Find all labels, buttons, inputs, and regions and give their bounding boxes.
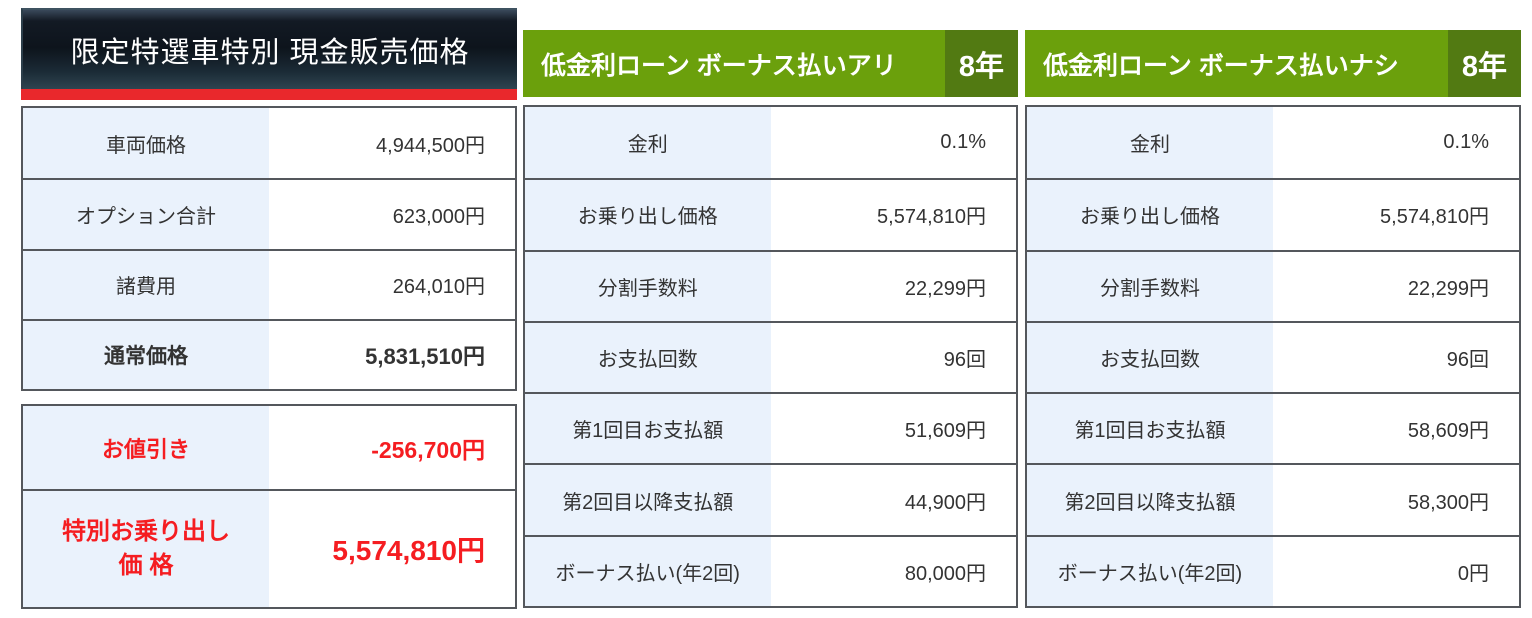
table-row: 金利 0.1% [525,107,1016,179]
row-label: 車両価格 [23,108,269,179]
row-label: 通常価格 [23,320,269,389]
table-row-special-price: 特別お乗り出し 価 格 5,574,810円 [23,489,515,607]
row-label: オプション合計 [23,180,269,249]
loan-header: 低金利ローン ボーナス払いナシ 8年 [1025,30,1521,97]
discount-table: お値引き -256,700円 特別お乗り出し 価 格 5,574,810円 [21,404,517,609]
row-label: 第2回目以降支払額 [525,465,771,535]
row-value: 5,574,810円 [1273,180,1519,250]
row-value: 22,299円 [1273,251,1519,321]
row-label: ボーナス払い(年2回) [525,536,771,606]
row-label: 第1回目お支払額 [525,394,771,464]
table-row: 金利 0.1% [1027,107,1519,179]
row-label: 分割手数料 [1027,251,1273,321]
row-value: 0円 [1273,536,1519,606]
red-accent-bar [21,89,517,100]
table-row: 第1回目お支払額 58,609円 [1027,392,1519,464]
row-label: 金利 [1027,107,1273,179]
row-label: お乗り出し価格 [525,180,771,250]
table-row-normal-price: 通常価格 5,831,510円 [23,318,515,389]
loan-table: 金利 0.1% お乗り出し価格 5,574,810円 分割手数料 22,299円… [523,105,1018,608]
table-row: 車両価格 4,944,500円 [23,108,515,179]
loan-term-badge: 8年 [1448,30,1521,97]
table-row: オプション合計 623,000円 [23,178,515,249]
row-label: 第1回目お支払額 [1027,394,1273,464]
row-value: 22,299円 [770,251,1016,321]
row-value: 51,609円 [770,394,1016,464]
row-value: 5,574,810円 [269,491,515,607]
row-value: 0.1% [770,107,1016,179]
row-value: 5,831,510円 [269,320,515,389]
row-label: 特別お乗り出し 価 格 [23,491,269,607]
table-row: お支払回数 96回 [1027,320,1519,393]
table-row: 諸費用 264,010円 [23,248,515,319]
row-label-line2: 価 格 [118,552,174,579]
loan-table: 金利 0.1% お乗り出し価格 5,574,810円 分割手数料 22,299円… [1025,105,1521,608]
row-label: お支払回数 [525,322,771,393]
table-row-discount: お値引き -256,700円 [23,406,515,489]
row-label: お値引き [23,406,269,489]
row-label: ボーナス払い(年2回) [1027,536,1273,606]
cash-price-panel: 限定特選車特別 現金販売価格 車両価格 4,944,500円 オプション合計 6… [21,8,517,609]
table-row: 分割手数料 22,299円 [1027,249,1519,321]
row-value: -256,700円 [269,406,515,489]
loan-header: 低金利ローン ボーナス払いアリ 8年 [523,30,1018,97]
row-value: 96回 [1273,322,1519,393]
row-value: 80,000円 [770,536,1016,606]
row-value: 264,010円 [269,250,515,319]
table-row: お支払回数 96回 [525,320,1016,393]
row-label: 金利 [525,107,771,179]
table-row: 第1回目お支払額 51,609円 [525,392,1016,464]
table-row: お乗り出し価格 5,574,810円 [1027,178,1519,250]
row-value: 58,300円 [1273,465,1519,535]
row-label: 第2回目以降支払額 [1027,465,1273,535]
loan-panel-with-bonus: 低金利ローン ボーナス払いアリ 8年 金利 0.1% お乗り出し価格 5,574… [523,30,1018,608]
row-value: 4,944,500円 [269,108,515,179]
loan-panel-title: 低金利ローン ボーナス払いアリ [541,51,897,80]
row-value: 58,609円 [1273,394,1519,464]
table-row: お乗り出し価格 5,574,810円 [525,178,1016,250]
row-label: お支払回数 [1027,322,1273,393]
cash-price-table: 車両価格 4,944,500円 オプション合計 623,000円 諸費用 264… [21,106,517,391]
row-value: 0.1% [1273,107,1519,179]
loan-panel-title: 低金利ローン ボーナス払いナシ [1043,51,1399,80]
row-value: 623,000円 [269,180,515,249]
table-row: 第2回目以降支払額 58,300円 [1027,463,1519,535]
loan-panel-without-bonus: 低金利ローン ボーナス払いナシ 8年 金利 0.1% お乗り出し価格 5,574… [1025,30,1521,608]
loan-term-badge: 8年 [945,30,1018,97]
table-row: ボーナス払い(年2回) 0円 [1027,534,1519,606]
row-label: 分割手数料 [525,251,771,321]
table-row: 第2回目以降支払額 44,900円 [525,463,1016,535]
row-value: 96回 [770,322,1016,393]
cash-panel-title: 限定特選車特別 現金販売価格 [21,8,517,89]
table-row: ボーナス払い(年2回) 80,000円 [525,534,1016,606]
row-label: お乗り出し価格 [1027,180,1273,250]
table-row: 分割手数料 22,299円 [525,249,1016,321]
row-value: 5,574,810円 [770,180,1016,250]
row-label-line1: 特別お乗り出し [62,518,230,546]
row-value: 44,900円 [770,465,1016,535]
row-label: 諸費用 [23,250,269,319]
